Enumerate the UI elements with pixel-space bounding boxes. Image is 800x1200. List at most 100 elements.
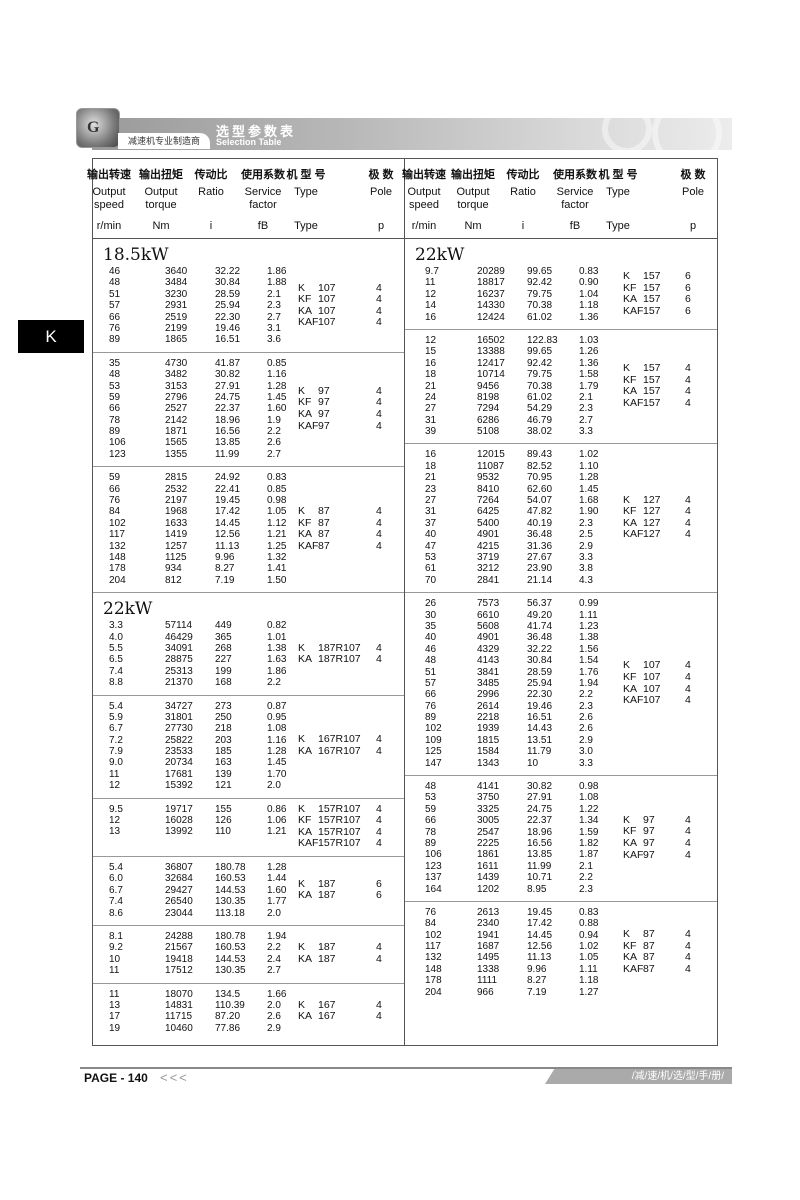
cell-factor: 1.87 <box>579 849 599 861</box>
cell-ratio: 14.43 <box>527 723 553 735</box>
cell-speed: 132 <box>109 540 126 552</box>
cell-speed: 21 <box>425 472 437 484</box>
cell-factor: 1.04 <box>579 288 599 300</box>
cell-factor: 1.11 <box>579 609 598 621</box>
cell-torque: 1633 <box>165 517 188 529</box>
cell-torque: 21370 <box>165 677 193 689</box>
column-header-units: Nm <box>152 220 170 232</box>
cell-speed: 132 <box>425 952 442 964</box>
cell-speed: 9.7 <box>425 266 439 277</box>
cell-ratio: 14.45 <box>215 517 241 529</box>
cell-torque: 3153 <box>165 380 188 392</box>
cell-factor: 0.86 <box>267 803 287 815</box>
table-row: 70 2841 21.14 4.3 <box>419 575 610 586</box>
cell-torque: 15392 <box>165 780 193 792</box>
type-size: 127 <box>643 528 661 541</box>
cell-factor: 2.2 <box>267 426 281 438</box>
cell-torque: 1871 <box>165 426 188 438</box>
gear-decoration-icon <box>652 98 722 168</box>
cell-ratio: 40.19 <box>527 517 553 529</box>
cell-speed: 117 <box>109 529 125 541</box>
cell-torque: 1565 <box>165 437 188 449</box>
cell-factor: 1.28 <box>267 862 287 873</box>
cell-ratio: 11.13 <box>215 540 240 552</box>
table-group: 26 7573 56.37 0.99 30 6610 49.20 1.11 35 5608 41.7… <box>405 593 717 777</box>
pole: 4 <box>685 659 691 672</box>
cell-factor: 2.6 <box>579 723 593 735</box>
cell-ratio: 130.35 <box>215 965 246 977</box>
cell-factor: 3.3 <box>579 551 593 563</box>
type-line: K 107 4 <box>298 282 404 295</box>
footer-divider <box>80 1067 732 1069</box>
table-row: 39 5108 38.02 3.3 <box>419 426 610 437</box>
cell-speed: 204 <box>109 574 126 586</box>
cell-torque: 14831 <box>165 999 193 1011</box>
table-row: 66 2996 22.30 2.2 <box>419 689 610 700</box>
cell-torque: 8410 <box>477 483 500 495</box>
type-size: 107 <box>318 293 336 306</box>
cell-ratio: 36.48 <box>527 632 553 644</box>
table-row: 51 3841 28.59 1.76 <box>419 667 610 678</box>
type-line: KA 187R107 4 <box>298 654 404 666</box>
type-size: 187R107 <box>318 641 361 654</box>
cell-torque: 16237 <box>477 288 505 300</box>
cell-factor: 1.16 <box>267 734 287 746</box>
cell-torque: 3719 <box>477 551 500 563</box>
cell-factor: 2.7 <box>579 414 593 426</box>
cell-factor: 2.2 <box>579 872 593 884</box>
cell-torque: 4143 <box>477 655 500 667</box>
cell-factor: 1.10 <box>579 460 599 472</box>
cell-torque: 2614 <box>477 700 500 712</box>
table-row: 76 2613 19.45 0.83 <box>419 907 610 918</box>
group-rows: 48 4141 30.82 0.98 53 3750 27.91 1.08 59 3325 24.7… <box>405 781 610 895</box>
table-row: 76 2614 19.46 2.3 <box>419 701 610 712</box>
table-row: 53 3750 27.91 1.08 <box>419 792 610 803</box>
cell-ratio: 12.56 <box>527 941 553 953</box>
cell-speed: 59 <box>109 391 121 403</box>
table-row: 40 4901 36.48 1.38 <box>419 632 610 643</box>
logo: G <box>76 108 120 148</box>
pole: 4 <box>376 653 382 666</box>
type-prefix: KA <box>623 951 638 964</box>
cell-torque: 3005 <box>477 815 500 827</box>
table-row: 66 2527 22.37 1.60 <box>107 403 298 414</box>
cell-ratio: 16.51 <box>215 334 241 346</box>
column-header-en: Output speed <box>92 186 126 211</box>
type-line: KA 97 4 <box>298 408 404 421</box>
cell-torque: 1419 <box>165 529 188 541</box>
cell-factor: 1.94 <box>267 930 287 942</box>
cell-factor: 0.87 <box>267 700 287 712</box>
type-line: K 167R107 4 <box>298 734 404 746</box>
pole: 4 <box>685 951 691 964</box>
power-heading: 22kW <box>103 599 153 620</box>
cell-ratio: 11.79 <box>527 746 552 758</box>
table-row: 6.5 28875 227 1.63 <box>107 654 298 665</box>
cell-ratio: 18.96 <box>215 414 241 426</box>
cell-ratio: 30.82 <box>215 369 241 381</box>
table-row: 123 1611 11.99 2.1 <box>419 861 610 872</box>
cell-speed: 5.5 <box>109 642 123 654</box>
cell-factor: 4.3 <box>579 574 593 586</box>
cell-speed: 78 <box>425 826 437 838</box>
pole: 4 <box>376 837 382 850</box>
table-row: 59 2796 24.75 1.45 <box>107 392 298 403</box>
pole: 4 <box>685 373 691 386</box>
type-size: 87 <box>643 963 655 976</box>
table-row: 26 7573 56.37 0.99 <box>419 598 610 609</box>
type-block: K 97 4 KF 97 4 KA 97 4 KAF 97 4 <box>623 781 717 895</box>
table-row: 37 5400 40.19 2.3 <box>419 518 610 529</box>
type-block: K 127 4 KF 127 4 KA 127 4 KAF 127 4 <box>623 449 717 586</box>
cell-ratio: 70.95 <box>527 472 553 484</box>
cell-factor: 3.6 <box>267 334 281 346</box>
cell-ratio: 22.37 <box>215 403 241 415</box>
type-block: K 157 4 KF 157 4 KA 157 4 KAF 157 4 <box>623 335 717 438</box>
cell-speed: 27 <box>425 403 437 415</box>
cell-torque: 19717 <box>165 803 193 815</box>
cell-torque: 4329 <box>477 643 500 655</box>
table-row: 14 14330 70.38 1.18 <box>419 300 610 311</box>
column-header-cn: 机 型 号 <box>598 169 638 181</box>
cell-speed: 89 <box>109 426 121 438</box>
cell-torque: 16028 <box>165 815 193 827</box>
cell-speed: 125 <box>425 746 442 758</box>
cell-ratio: 130.35 <box>215 896 246 908</box>
